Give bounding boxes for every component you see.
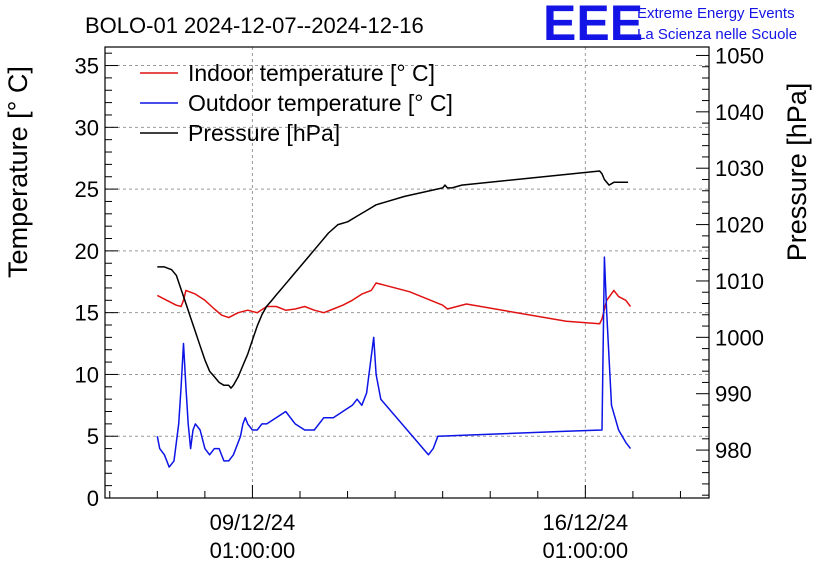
- legend-label-indoor: Indoor temperature [° C]: [188, 60, 435, 86]
- chart-title: BOLO-01 2024-12-07--2024-12-16: [85, 13, 424, 38]
- y-axis-title: Temperature [° C]: [3, 66, 33, 278]
- x-tick-label-date: 09/12/24: [210, 510, 296, 535]
- legend: Indoor temperature [° C] Outdoor tempera…: [140, 60, 453, 146]
- y-tick-label: 20: [75, 239, 99, 264]
- y2-tick-label: 980: [715, 438, 752, 463]
- y-tick-label: 30: [75, 115, 99, 140]
- y2-axis-title: Pressure [hPa]: [782, 83, 812, 262]
- legend-label-outdoor: Outdoor temperature [° C]: [188, 90, 453, 116]
- y2-tick-label: 1020: [715, 213, 764, 238]
- y2-tick-label: 1010: [715, 269, 764, 294]
- indoor-temperature-line: [156, 282, 632, 325]
- y-tick-label: 35: [75, 54, 99, 79]
- x-tick-label-time: 01:00:00: [210, 538, 296, 563]
- legend-label-pressure: Pressure [hPa]: [188, 120, 340, 146]
- y2-tick-label: 1050: [715, 43, 764, 68]
- series-layer: [156, 170, 632, 468]
- y-tick-label: 25: [75, 177, 99, 202]
- eee-logo: EEE Extreme Energy Events La Scienza nel…: [543, 0, 797, 51]
- plot-frame: [104, 46, 710, 499]
- eee-logo-mark: EEE: [543, 0, 643, 51]
- y-tick-label: 10: [75, 362, 99, 387]
- y-tick-label: 0: [87, 486, 99, 511]
- outdoor-temperature-line: [156, 256, 632, 468]
- x-tick-label-date: 16/12/24: [543, 510, 629, 535]
- y2-tick-label: 1030: [715, 156, 764, 181]
- eee-logo-line2: La Scienza nelle Scuole: [637, 26, 797, 43]
- y-tick-label: 15: [75, 301, 99, 326]
- axes: 0 5 10 15 20 25 30 35 980 990 1000 1010 1020 1030 1040…: [75, 43, 764, 563]
- pressure-line: [157, 170, 629, 389]
- y2-tick-label: 990: [715, 382, 752, 407]
- y-tick-label: 5: [87, 424, 99, 449]
- grid: [105, 47, 709, 498]
- y2-tick-label: 1000: [715, 325, 764, 350]
- eee-logo-line1: Extreme Energy Events: [637, 5, 795, 22]
- x-tick-label-time: 01:00:00: [543, 538, 629, 563]
- y2-tick-label: 1040: [715, 100, 764, 125]
